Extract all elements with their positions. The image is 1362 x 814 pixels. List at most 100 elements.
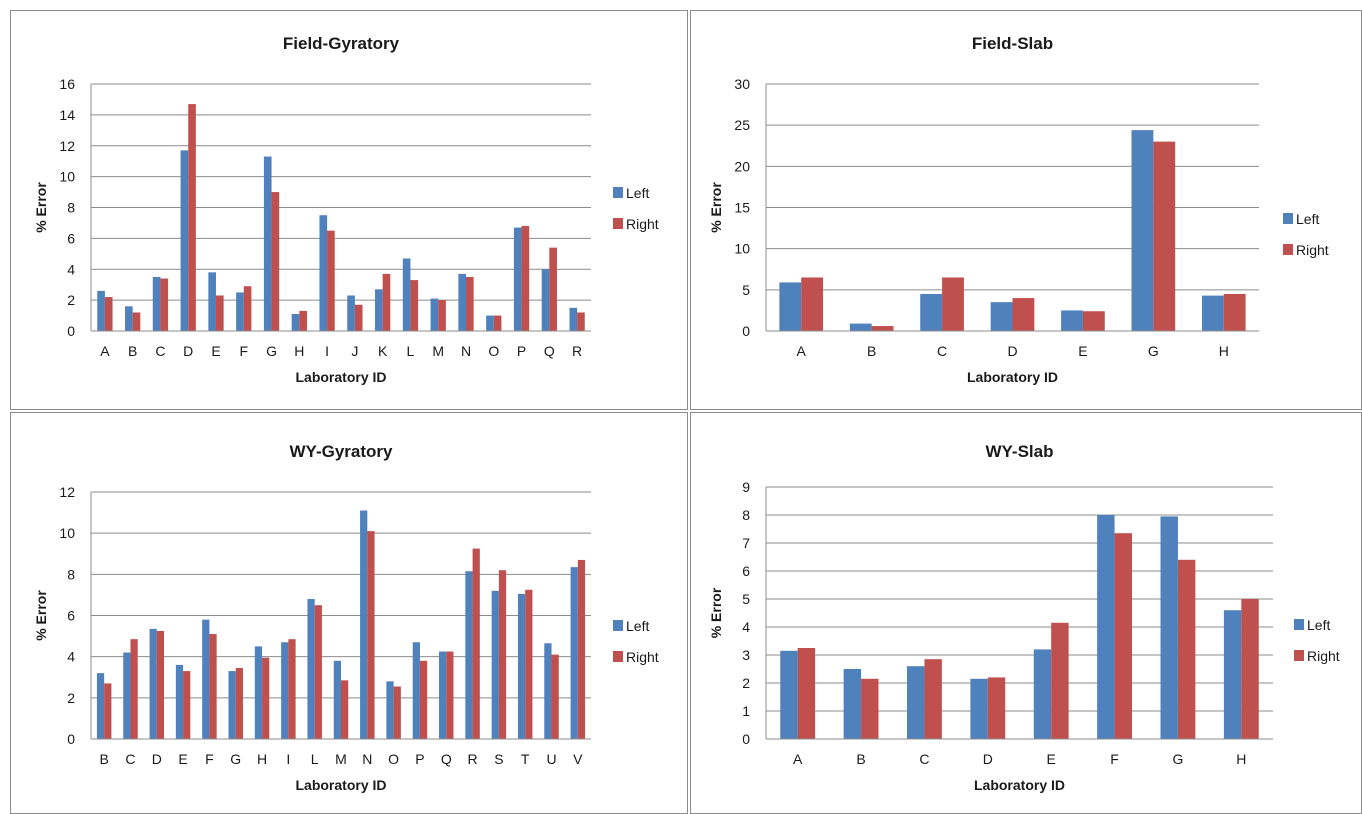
x-tick-label: A	[793, 751, 803, 767]
x-tick-label: E	[1078, 343, 1087, 359]
bar-left-B	[843, 669, 862, 739]
y-tick-label: 0	[67, 731, 75, 747]
bar-left-H	[1201, 295, 1224, 331]
bar-right-F	[243, 286, 252, 331]
bar-right-G	[235, 667, 243, 739]
legend-label-right: Right	[1307, 648, 1340, 664]
x-tick-label: V	[573, 751, 583, 767]
bar-right-T	[525, 589, 533, 739]
legend-swatch-right	[1294, 650, 1304, 661]
y-tick-label: 4	[67, 261, 75, 277]
x-tick-label: F	[239, 343, 248, 359]
y-tick-label: 9	[742, 479, 750, 495]
x-tick-label: K	[378, 343, 388, 359]
chart-panel-wy-gyratory: WY-Gyratory 0 2 4 6 8 10 12 B C D E F G H I L M N O P Q R S T U V L…	[10, 412, 688, 814]
bar-left-D	[970, 678, 988, 739]
y-tick-label: 12	[59, 138, 75, 154]
x-tick-label: G	[230, 751, 241, 767]
bar-right-V	[577, 559, 586, 739]
x-tick-label: N	[362, 751, 372, 767]
x-axis-label: Laboratory ID	[974, 777, 1065, 793]
x-tick-label: E	[1047, 751, 1056, 767]
bar-right-A	[104, 297, 113, 331]
bar-right-P	[419, 660, 428, 739]
bar-right-G	[1177, 559, 1196, 739]
x-tick-label: B	[99, 751, 108, 767]
bar-right-N	[466, 276, 474, 331]
bar-right-K	[382, 273, 391, 331]
x-tick-label: I	[286, 751, 290, 767]
bar-left-G	[263, 156, 272, 331]
bar-left-H	[1223, 610, 1242, 739]
bar-right-E	[1082, 311, 1105, 331]
bar-right-P	[521, 226, 530, 331]
y-tick-label: 10	[734, 241, 750, 257]
bar-left-O	[486, 315, 494, 331]
bar-left-N	[360, 510, 368, 739]
chart-svg: Field-Slab 0 5 10 15 20 25 30 A B C D E G H Laboratory …	[708, 34, 1329, 385]
x-tick-label: E	[178, 751, 187, 767]
x-tick-label: J	[351, 343, 358, 359]
x-axis-label: Laboratory ID	[967, 369, 1058, 385]
bar-right-D	[188, 104, 196, 331]
bar-right-H	[1223, 293, 1246, 331]
x-axis-label: Laboratory ID	[295, 777, 386, 793]
y-tick-label: 12	[59, 484, 75, 500]
y-axis-label: % Error	[708, 182, 724, 233]
bar-left-F	[236, 292, 244, 331]
bar-right-M	[341, 680, 349, 739]
y-tick-label: 20	[734, 158, 750, 174]
x-tick-label: B	[856, 751, 865, 767]
bar-left-I	[281, 642, 289, 739]
x-tick-label: I	[325, 343, 329, 359]
x-tick-label: Q	[544, 343, 555, 359]
x-tick-label: C	[919, 751, 929, 767]
bar-right-B	[104, 683, 112, 739]
legend-label-left: Left	[1307, 617, 1330, 633]
y-tick-label: 30	[734, 76, 750, 92]
x-tick-label: U	[546, 751, 556, 767]
x-tick-label: D	[1007, 343, 1017, 359]
bar-right-A	[801, 277, 824, 331]
bar-left-U	[544, 643, 552, 739]
bar-left-A	[97, 290, 105, 331]
bar-left-O	[386, 681, 394, 739]
x-tick-label: C	[125, 751, 135, 767]
chart-panel-field-slab: Field-Slab 0 5 10 15 20 25 30 A B C D E G H Laboratory …	[690, 10, 1362, 410]
x-tick-label: C	[937, 343, 947, 359]
x-tick-label: Q	[441, 751, 452, 767]
bar-left-F	[1097, 515, 1115, 739]
bar-right-F	[1114, 533, 1132, 739]
legend-swatch-left	[613, 620, 623, 631]
bar-left-Q	[439, 651, 447, 739]
bar-right-B	[871, 326, 894, 331]
bar-right-B	[132, 312, 141, 331]
bar-right-L	[314, 605, 322, 739]
bar-right-I	[288, 639, 296, 739]
bar-left-N	[458, 273, 466, 331]
y-axis-label: % Error	[33, 590, 49, 641]
legend-swatch-left	[1283, 213, 1293, 224]
legend-label-right: Right	[1296, 242, 1329, 258]
bar-right-S	[498, 570, 507, 739]
legend-swatch-right	[1283, 244, 1293, 255]
bar-right-U	[551, 654, 559, 739]
bar-right-O	[393, 686, 401, 739]
bar-left-M	[333, 660, 341, 739]
x-tick-label: F	[1110, 751, 1119, 767]
bar-right-D	[987, 677, 1006, 739]
x-tick-label: O	[488, 343, 499, 359]
chart-svg: Field-Gyratory 0 2 4 6 8 10 12 14 16 A B C D E F G H I J K L M…	[33, 34, 659, 385]
bar-right-Q	[446, 651, 454, 739]
bar-left-C	[123, 652, 131, 739]
bar-right-C	[924, 659, 942, 739]
x-tick-label: D	[152, 751, 162, 767]
bar-left-P	[412, 642, 420, 739]
chart-svg: WY-Gyratory 0 2 4 6 8 10 12 B C D E F G H I L M N O P Q R S T U V L…	[33, 442, 659, 793]
x-tick-label: M	[335, 751, 347, 767]
bar-left-C	[920, 293, 943, 331]
legend-label-right: Right	[626, 649, 659, 665]
legend-swatch-left	[1294, 619, 1304, 630]
bar-left-D	[180, 150, 189, 331]
bar-left-E	[1061, 310, 1083, 331]
